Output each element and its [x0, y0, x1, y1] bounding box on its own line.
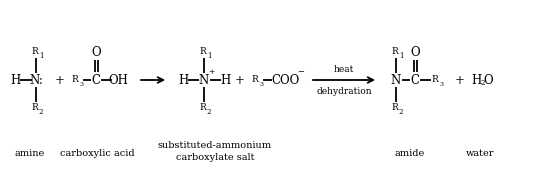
- Text: O: O: [410, 47, 420, 60]
- Text: O: O: [483, 74, 493, 86]
- Text: R: R: [392, 47, 398, 57]
- Text: +: +: [455, 74, 465, 86]
- Text: 3: 3: [259, 82, 263, 86]
- Text: C: C: [410, 74, 420, 86]
- Text: amide: amide: [395, 149, 425, 158]
- Text: R: R: [32, 103, 38, 113]
- Text: water: water: [466, 149, 494, 158]
- Text: 1: 1: [39, 52, 43, 60]
- Text: 1: 1: [207, 52, 211, 60]
- Text: 2: 2: [399, 108, 403, 116]
- Text: carboxylic acid: carboxylic acid: [60, 149, 134, 158]
- Text: H: H: [178, 74, 188, 86]
- Text: +: +: [55, 74, 65, 86]
- Text: R: R: [392, 103, 398, 113]
- Text: dehydration: dehydration: [316, 86, 372, 96]
- Text: 1: 1: [399, 52, 403, 60]
- Text: R: R: [199, 103, 207, 113]
- Text: +: +: [208, 68, 214, 76]
- Text: O: O: [91, 47, 101, 60]
- Text: H: H: [471, 74, 481, 86]
- Text: substituted-ammonium: substituted-ammonium: [158, 141, 272, 149]
- Text: R: R: [32, 47, 38, 57]
- Text: 3: 3: [439, 82, 443, 86]
- Text: heat: heat: [334, 65, 354, 74]
- Text: H: H: [10, 74, 20, 86]
- Text: R: R: [72, 75, 78, 85]
- Text: H: H: [220, 74, 230, 86]
- Text: 2: 2: [207, 108, 211, 116]
- Text: −: −: [298, 68, 305, 76]
- Text: R: R: [252, 75, 258, 85]
- Text: N: N: [391, 74, 401, 86]
- Text: COO: COO: [271, 74, 299, 86]
- Text: N:: N:: [29, 74, 43, 86]
- Text: OH: OH: [108, 74, 128, 86]
- Text: C: C: [92, 74, 100, 86]
- Text: R: R: [432, 75, 438, 85]
- Text: 2: 2: [481, 79, 485, 87]
- Text: N: N: [199, 74, 209, 86]
- Text: amine: amine: [15, 149, 45, 158]
- Text: R: R: [199, 47, 207, 57]
- Text: +: +: [235, 74, 245, 86]
- Text: 2: 2: [39, 108, 43, 116]
- Text: 3: 3: [79, 82, 83, 86]
- Text: carboxylate salt: carboxylate salt: [176, 152, 254, 162]
